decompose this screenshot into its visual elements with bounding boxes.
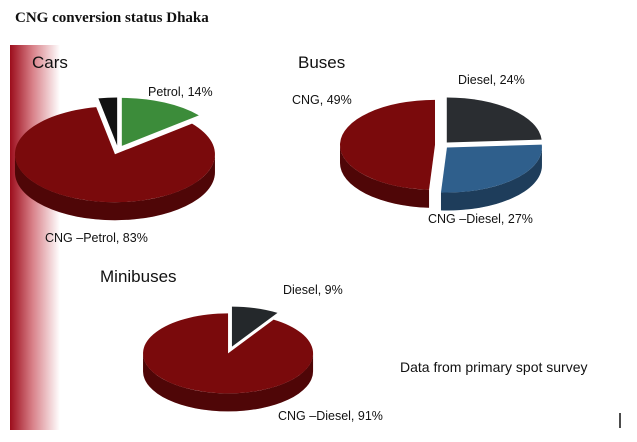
page-title: CNG conversion status Dhaka xyxy=(15,10,209,26)
pie-title: Cars xyxy=(32,53,68,72)
slice xyxy=(143,313,314,394)
slice-side xyxy=(440,147,542,211)
side-band xyxy=(10,45,60,430)
slice-side xyxy=(143,353,314,412)
pie-title: Minibuses xyxy=(100,267,177,286)
slice xyxy=(98,97,118,146)
pie-title: Buses xyxy=(298,53,345,72)
slice-side xyxy=(14,154,215,221)
slice-label: Diesel, 24% xyxy=(458,73,525,87)
slice xyxy=(121,97,199,146)
slice xyxy=(440,144,542,193)
slice-side-shade xyxy=(440,147,542,211)
slice xyxy=(231,306,278,347)
slice-label: CNG –Diesel, 27% xyxy=(428,212,533,226)
slice xyxy=(446,97,542,143)
slice-label: Petrol, 14% xyxy=(148,85,213,99)
note: Data from primary spot survey xyxy=(400,359,588,375)
slice xyxy=(340,99,436,190)
slice-label: Diesel, 9% xyxy=(283,283,343,297)
slice-label: CNG –Diesel, 91% xyxy=(278,409,383,423)
slice-label: CNG –Petrol, 83% xyxy=(45,231,148,245)
slice-side-shade xyxy=(143,353,314,412)
slice-label: CNG, 49% xyxy=(292,93,352,107)
slice-side-shade xyxy=(340,144,430,208)
slice xyxy=(14,107,215,203)
slice-side xyxy=(340,144,430,208)
slice-side-shade xyxy=(14,154,215,221)
